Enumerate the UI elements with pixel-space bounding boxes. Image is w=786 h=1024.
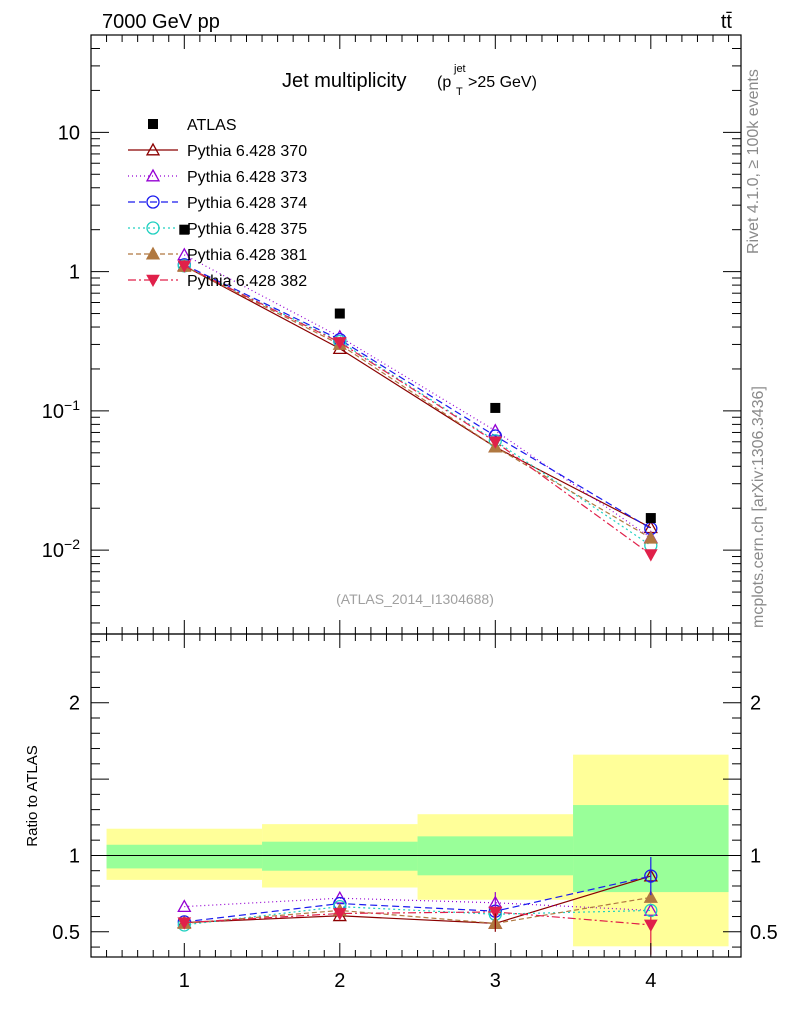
legend-label: ATLAS: [187, 117, 237, 134]
legend-entry: Pythia 6.428 382: [128, 273, 307, 290]
marker: [334, 308, 345, 319]
series-group: [177, 224, 658, 955]
series-line: [184, 265, 652, 546]
marker: [645, 513, 656, 524]
ratio-y-tick-label-right: 0.5: [750, 922, 778, 944]
marker: [145, 168, 161, 182]
rivet-version-label: Rivet 4.1.0, ≥ 100k events: [745, 69, 762, 254]
legend-entry: Pythia 6.428 381: [128, 246, 307, 264]
reference-atlas: [179, 224, 656, 524]
ratio-y-tick-label-left: 2: [69, 693, 80, 715]
y-tick-label: 10−2: [42, 536, 80, 562]
ratio-axis-label: Ratio to ATLAS: [24, 745, 41, 846]
marker: [179, 224, 190, 235]
marker: [643, 903, 658, 916]
ratio-panel-frame: [90, 633, 742, 958]
ratio-y-tick-label-left: 1: [69, 845, 80, 867]
legend-entry: ATLAS: [148, 117, 237, 134]
legend-entry: Pythia 6.428 374: [128, 195, 307, 212]
marker: [177, 260, 192, 273]
marker: [146, 221, 160, 235]
ratio-series-line: [184, 875, 651, 923]
chart-title: Jet multiplicity: [282, 70, 406, 92]
ratio-y-tick-label-left: 0.5: [52, 922, 80, 944]
legend-label: Pythia 6.428 373: [187, 169, 307, 186]
marker: [146, 195, 160, 209]
legend-entry: Pythia 6.428 375: [128, 221, 307, 238]
marker: [490, 402, 501, 413]
svg-text:T: T: [456, 86, 463, 98]
mcplots-label: mcplots.cern.ch [arXiv:1306.3436]: [750, 386, 767, 628]
legend-label: Pythia 6.428 375: [187, 221, 307, 238]
legend: ATLAS Pythia 6.428 370 Pythia 6.428 373 Pyt…: [128, 117, 307, 290]
tick-labels: 1 2 3 4 10 1 10−1 10−2 2 2 1 1 0.5 0.5: [42, 122, 778, 992]
marker: [643, 549, 658, 562]
legend-entry: Pythia 6.428 370: [128, 142, 307, 160]
marker: [488, 436, 503, 449]
chart-title-suffix: (p jet T >25 GeV): [437, 63, 537, 98]
marker: [177, 899, 192, 913]
marker: [643, 530, 658, 544]
process-label: tt̄: [721, 11, 733, 33]
series-line: [184, 265, 652, 556]
energy-label: 7000 GeV pp: [102, 11, 220, 33]
svg-text:(p: (p: [437, 74, 451, 91]
ratio-y-tick-label-right: 2: [750, 693, 761, 715]
ratio-uncertainty-bands: [106, 754, 729, 947]
marker: [145, 142, 161, 156]
marker: [643, 890, 658, 903]
legend-label: Pythia 6.428 381: [187, 247, 307, 264]
ratio-band-inner: [106, 844, 263, 869]
analysis-label: (ATLAS_2014_I1304688): [336, 591, 494, 607]
x-tick-label: 2: [334, 970, 345, 992]
marker: [332, 908, 347, 921]
series-pythia-6-428-375: [177, 259, 658, 553]
series-pythia-6-428-382: [177, 260, 658, 562]
legend-entry: Pythia 6.428 373: [128, 168, 307, 186]
ratio-series-line: [184, 906, 651, 926]
series-line: [184, 264, 652, 530]
panel-frames: [90, 34, 742, 958]
ratio-series-line: [184, 896, 651, 925]
marker: [177, 917, 192, 930]
ratio-series-line: [184, 875, 651, 925]
legend-label: Pythia 6.428 370: [187, 143, 307, 160]
legend-label: Pythia 6.428 382: [187, 273, 307, 290]
marker: [148, 119, 158, 129]
y-tick-label: 10−1: [42, 397, 80, 423]
marker: [145, 246, 161, 260]
y-tick-label: 10: [58, 122, 80, 144]
marker: [146, 274, 160, 288]
legend-label: Pythia 6.428 374: [187, 195, 307, 212]
x-tick-label: 3: [490, 970, 501, 992]
marker: [332, 337, 347, 350]
x-tick-label: 4: [645, 970, 656, 992]
x-tick-label: 1: [179, 970, 190, 992]
ratio-band-inner: [262, 841, 418, 871]
svg-text:jet: jet: [453, 63, 466, 75]
marker: [644, 903, 658, 918]
y-tick-label: 1: [69, 262, 80, 284]
svg-text:>25 GeV): >25 GeV): [468, 74, 537, 91]
series-line: [184, 265, 652, 529]
ratio-series-line: [184, 911, 651, 926]
ratio-y-tick-label-right: 1: [750, 845, 761, 867]
axis-ticks: [91, 34, 741, 957]
series-line: [184, 265, 652, 539]
